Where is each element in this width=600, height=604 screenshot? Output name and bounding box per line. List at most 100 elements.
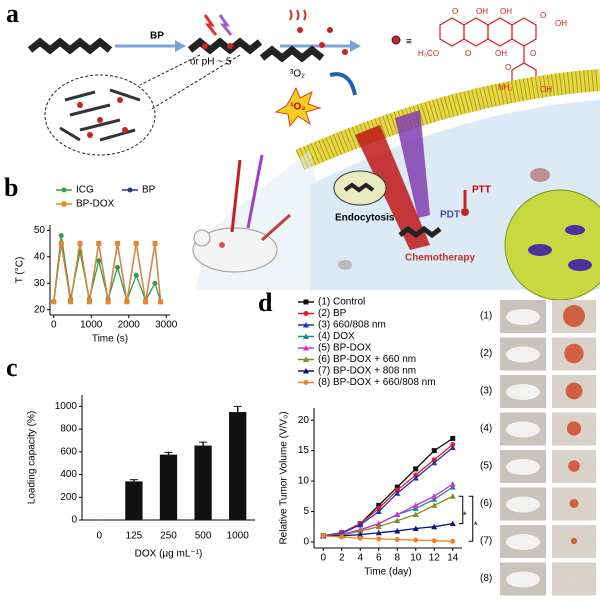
series-line bbox=[323, 523, 453, 537]
marker bbox=[158, 299, 164, 305]
series-line bbox=[323, 483, 454, 537]
marker bbox=[339, 534, 345, 540]
marker bbox=[77, 241, 83, 247]
x-tick-label: 250 bbox=[160, 531, 177, 542]
x-axis-label: Time (day) bbox=[364, 567, 411, 578]
bracket bbox=[468, 495, 474, 542]
sheet-in-endosome bbox=[343, 182, 375, 193]
mouse bbox=[192, 227, 278, 273]
legend-label: BP-DOX bbox=[76, 199, 115, 210]
zoom-line bbox=[139, 54, 201, 86]
marker bbox=[58, 241, 64, 247]
y-tick-label: 20 bbox=[298, 415, 310, 426]
mouse-ear bbox=[193, 229, 211, 247]
marker bbox=[449, 481, 456, 487]
arrowhead bbox=[175, 40, 186, 52]
x-axis-label: DOX (μg mL⁻¹) bbox=[135, 549, 203, 560]
bar bbox=[159, 454, 178, 520]
marker bbox=[412, 502, 419, 508]
vesicle bbox=[530, 168, 550, 182]
dox bbox=[202, 43, 208, 49]
mouse-body bbox=[506, 421, 540, 438]
marker bbox=[450, 435, 456, 441]
structure-atom: OH bbox=[540, 85, 552, 94]
marker bbox=[394, 517, 401, 524]
legend-label: (5) BP-DOX bbox=[318, 343, 372, 354]
legend-label: (7) BP-DOX + 808 nm bbox=[318, 366, 416, 377]
x-tick-label: 0 bbox=[320, 553, 326, 564]
panel-label: b bbox=[4, 173, 18, 202]
y-tick-label: 40 bbox=[34, 251, 46, 262]
diagram bbox=[27, 9, 600, 301]
bracket bbox=[458, 495, 464, 525]
marker bbox=[376, 536, 382, 542]
y-tick-label: 400 bbox=[60, 469, 77, 480]
tumor bbox=[566, 421, 582, 436]
y-tick-label: 50 bbox=[34, 225, 46, 236]
marker bbox=[152, 280, 158, 286]
legend-label: (4) DOX bbox=[318, 331, 355, 342]
marker bbox=[303, 311, 309, 316]
mouse-body bbox=[506, 309, 540, 325]
marker bbox=[152, 241, 158, 247]
structure-atom: O bbox=[540, 11, 546, 20]
x-tick-label: 125 bbox=[126, 531, 143, 542]
arrowhead bbox=[350, 40, 361, 52]
x-tick-label: 2000 bbox=[118, 320, 141, 331]
marker bbox=[115, 264, 120, 270]
mouse-body bbox=[506, 384, 540, 400]
marker bbox=[394, 527, 401, 534]
marker bbox=[115, 241, 120, 247]
heat bbox=[289, 9, 307, 21]
structure-atom: O bbox=[505, 63, 511, 72]
bar bbox=[194, 445, 212, 520]
dox bbox=[227, 43, 233, 49]
curved-arrow bbox=[329, 72, 357, 96]
tumor bbox=[219, 242, 225, 248]
marker bbox=[431, 523, 438, 530]
marker bbox=[61, 201, 67, 207]
series-line bbox=[53, 243, 162, 302]
tumor bbox=[565, 382, 583, 400]
y-tick-label: 1000 bbox=[55, 401, 78, 412]
marker bbox=[303, 356, 309, 362]
legend-label: (3) 660/808 nm bbox=[318, 320, 386, 331]
legend-label: (2) BP bbox=[318, 308, 347, 319]
y-tick-label: 30 bbox=[34, 278, 46, 289]
marker bbox=[412, 475, 419, 481]
x-tick-label: 0 bbox=[51, 320, 57, 331]
mouse-body bbox=[506, 571, 540, 588]
bp-sheet bbox=[27, 37, 113, 55]
photo-label: (6) bbox=[480, 498, 492, 509]
label: PTT bbox=[472, 185, 491, 196]
label: Endocytosis bbox=[335, 213, 395, 224]
y-tick-label: 800 bbox=[60, 424, 77, 435]
dox-symbol bbox=[391, 35, 401, 45]
marker bbox=[375, 529, 382, 536]
marker bbox=[394, 484, 400, 490]
label: Chemotherapy bbox=[405, 253, 475, 264]
burst bbox=[274, 86, 322, 128]
released-sheet bbox=[259, 45, 325, 63]
x-tick-label: 500 bbox=[195, 531, 212, 542]
y-tick-label: 0 bbox=[71, 515, 77, 526]
marker bbox=[431, 459, 438, 466]
tumor bbox=[563, 305, 585, 327]
x-tick-label: 4 bbox=[357, 553, 363, 564]
marker bbox=[412, 525, 419, 532]
marker bbox=[303, 299, 309, 305]
marker bbox=[450, 538, 456, 544]
marker bbox=[376, 502, 382, 508]
bar bbox=[125, 481, 143, 520]
structure-atom: OH bbox=[500, 7, 512, 16]
structure-atom: O bbox=[452, 7, 458, 16]
zoom-line bbox=[149, 54, 241, 111]
x-tick-label: 0 bbox=[97, 531, 103, 542]
label: ³O₂ bbox=[290, 69, 305, 80]
marker bbox=[449, 493, 456, 499]
structure-atom: O bbox=[465, 49, 471, 58]
photo-label: (1) bbox=[480, 311, 492, 322]
released-dox bbox=[297, 27, 348, 55]
marker bbox=[449, 520, 456, 527]
mouse-body bbox=[506, 496, 540, 513]
